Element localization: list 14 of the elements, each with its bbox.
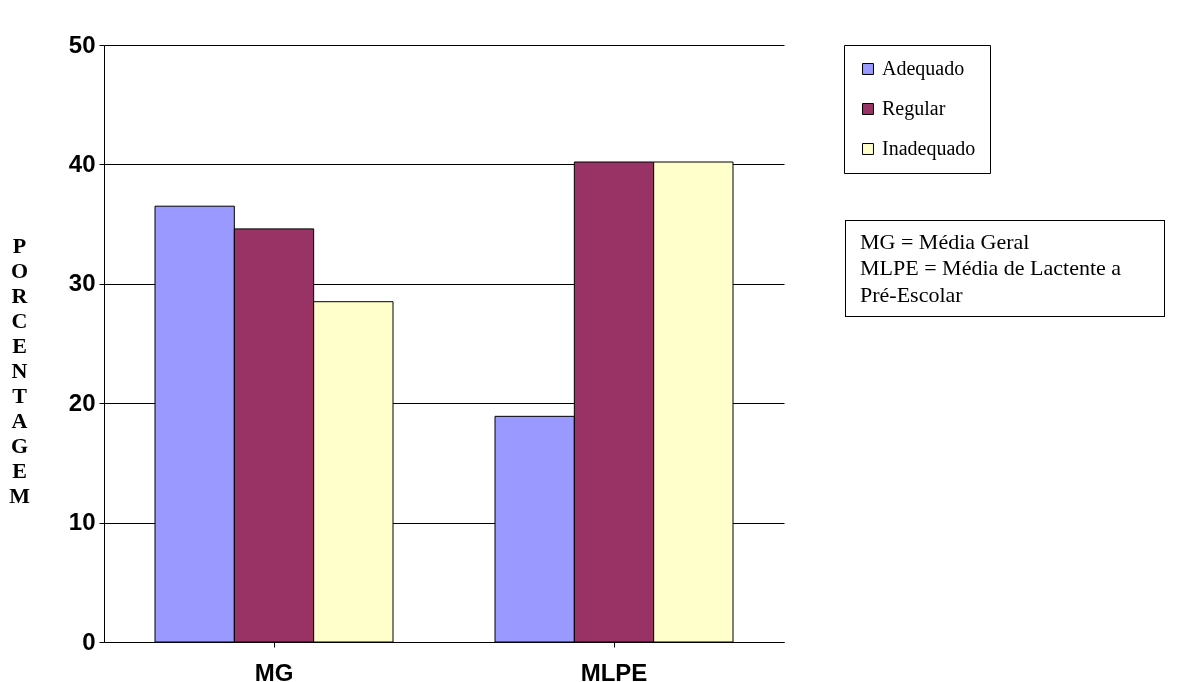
- text: MLPE = Média de Lactente a Pré-Escolar: [860, 255, 1123, 309]
- x-tick-label: MG: [254, 658, 294, 682]
- y-tick-label: 50: [68, 30, 96, 58]
- legend-label: Adequado: [882, 57, 965, 80]
- y-tick-label: 30: [68, 269, 96, 297]
- legend-label: Inadequado: [882, 137, 976, 160]
- y-tick-label: 20: [68, 388, 96, 416]
- text: PORCENTAGEM: [9, 232, 30, 508]
- legend-label: Regular: [882, 97, 946, 120]
- y-tick-label: 10: [68, 508, 96, 536]
- x-tick-label: MLPE: [580, 658, 648, 682]
- y-tick-label: 0: [82, 627, 96, 655]
- text: MG = Média Geral: [860, 229, 1031, 256]
- y-tick-label: 40: [68, 149, 96, 177]
